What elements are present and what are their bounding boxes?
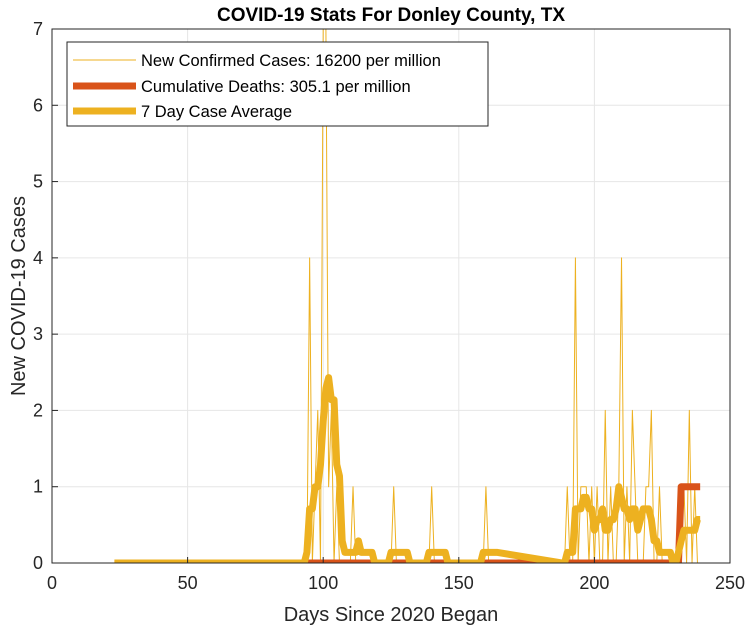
y-tick-label: 1 [33, 477, 43, 497]
y-tick-label: 7 [33, 19, 43, 39]
cumulative-deaths-line [304, 483, 701, 563]
y-axis-label: New COVID-19 Cases [8, 196, 30, 396]
axis-ticks: 0 50 100 150 200 250 0 1 2 3 4 5 6 7 [33, 19, 745, 593]
legend: New Confirmed Cases: 16200 per million Cu… [66, 41, 489, 127]
legend-box [66, 41, 489, 127]
x-tick-label: 0 [47, 573, 57, 593]
y-tick-label: 6 [33, 95, 43, 115]
new-cases-line [114, 29, 701, 563]
x-tick-label: 50 [178, 573, 198, 593]
legend-entry-label: 7 Day Case Average [141, 103, 292, 121]
x-tick-label: 100 [308, 573, 338, 593]
legend-entry-label: New Confirmed Cases: 16200 per million [141, 52, 441, 70]
y-tick-label: 3 [33, 324, 43, 344]
y-tick-label: 4 [33, 248, 43, 268]
series-layer [114, 29, 701, 563]
y-tick-label: 2 [33, 400, 43, 420]
x-tick-label: 200 [579, 573, 609, 593]
legend-entry-label: Cumulative Deaths: 305.1 per million [141, 78, 411, 96]
x-tick-label: 250 [715, 573, 745, 593]
axes-box [51, 28, 731, 564]
seven-day-average-line [114, 374, 701, 563]
y-tick-label: 5 [33, 172, 43, 192]
chart-title: COVID-19 Stats For Donley County, TX [217, 5, 565, 26]
x-axis-label: Days Since 2020 Began [284, 604, 499, 626]
x-tick-label: 150 [444, 573, 474, 593]
y-tick-label: 0 [33, 553, 43, 573]
